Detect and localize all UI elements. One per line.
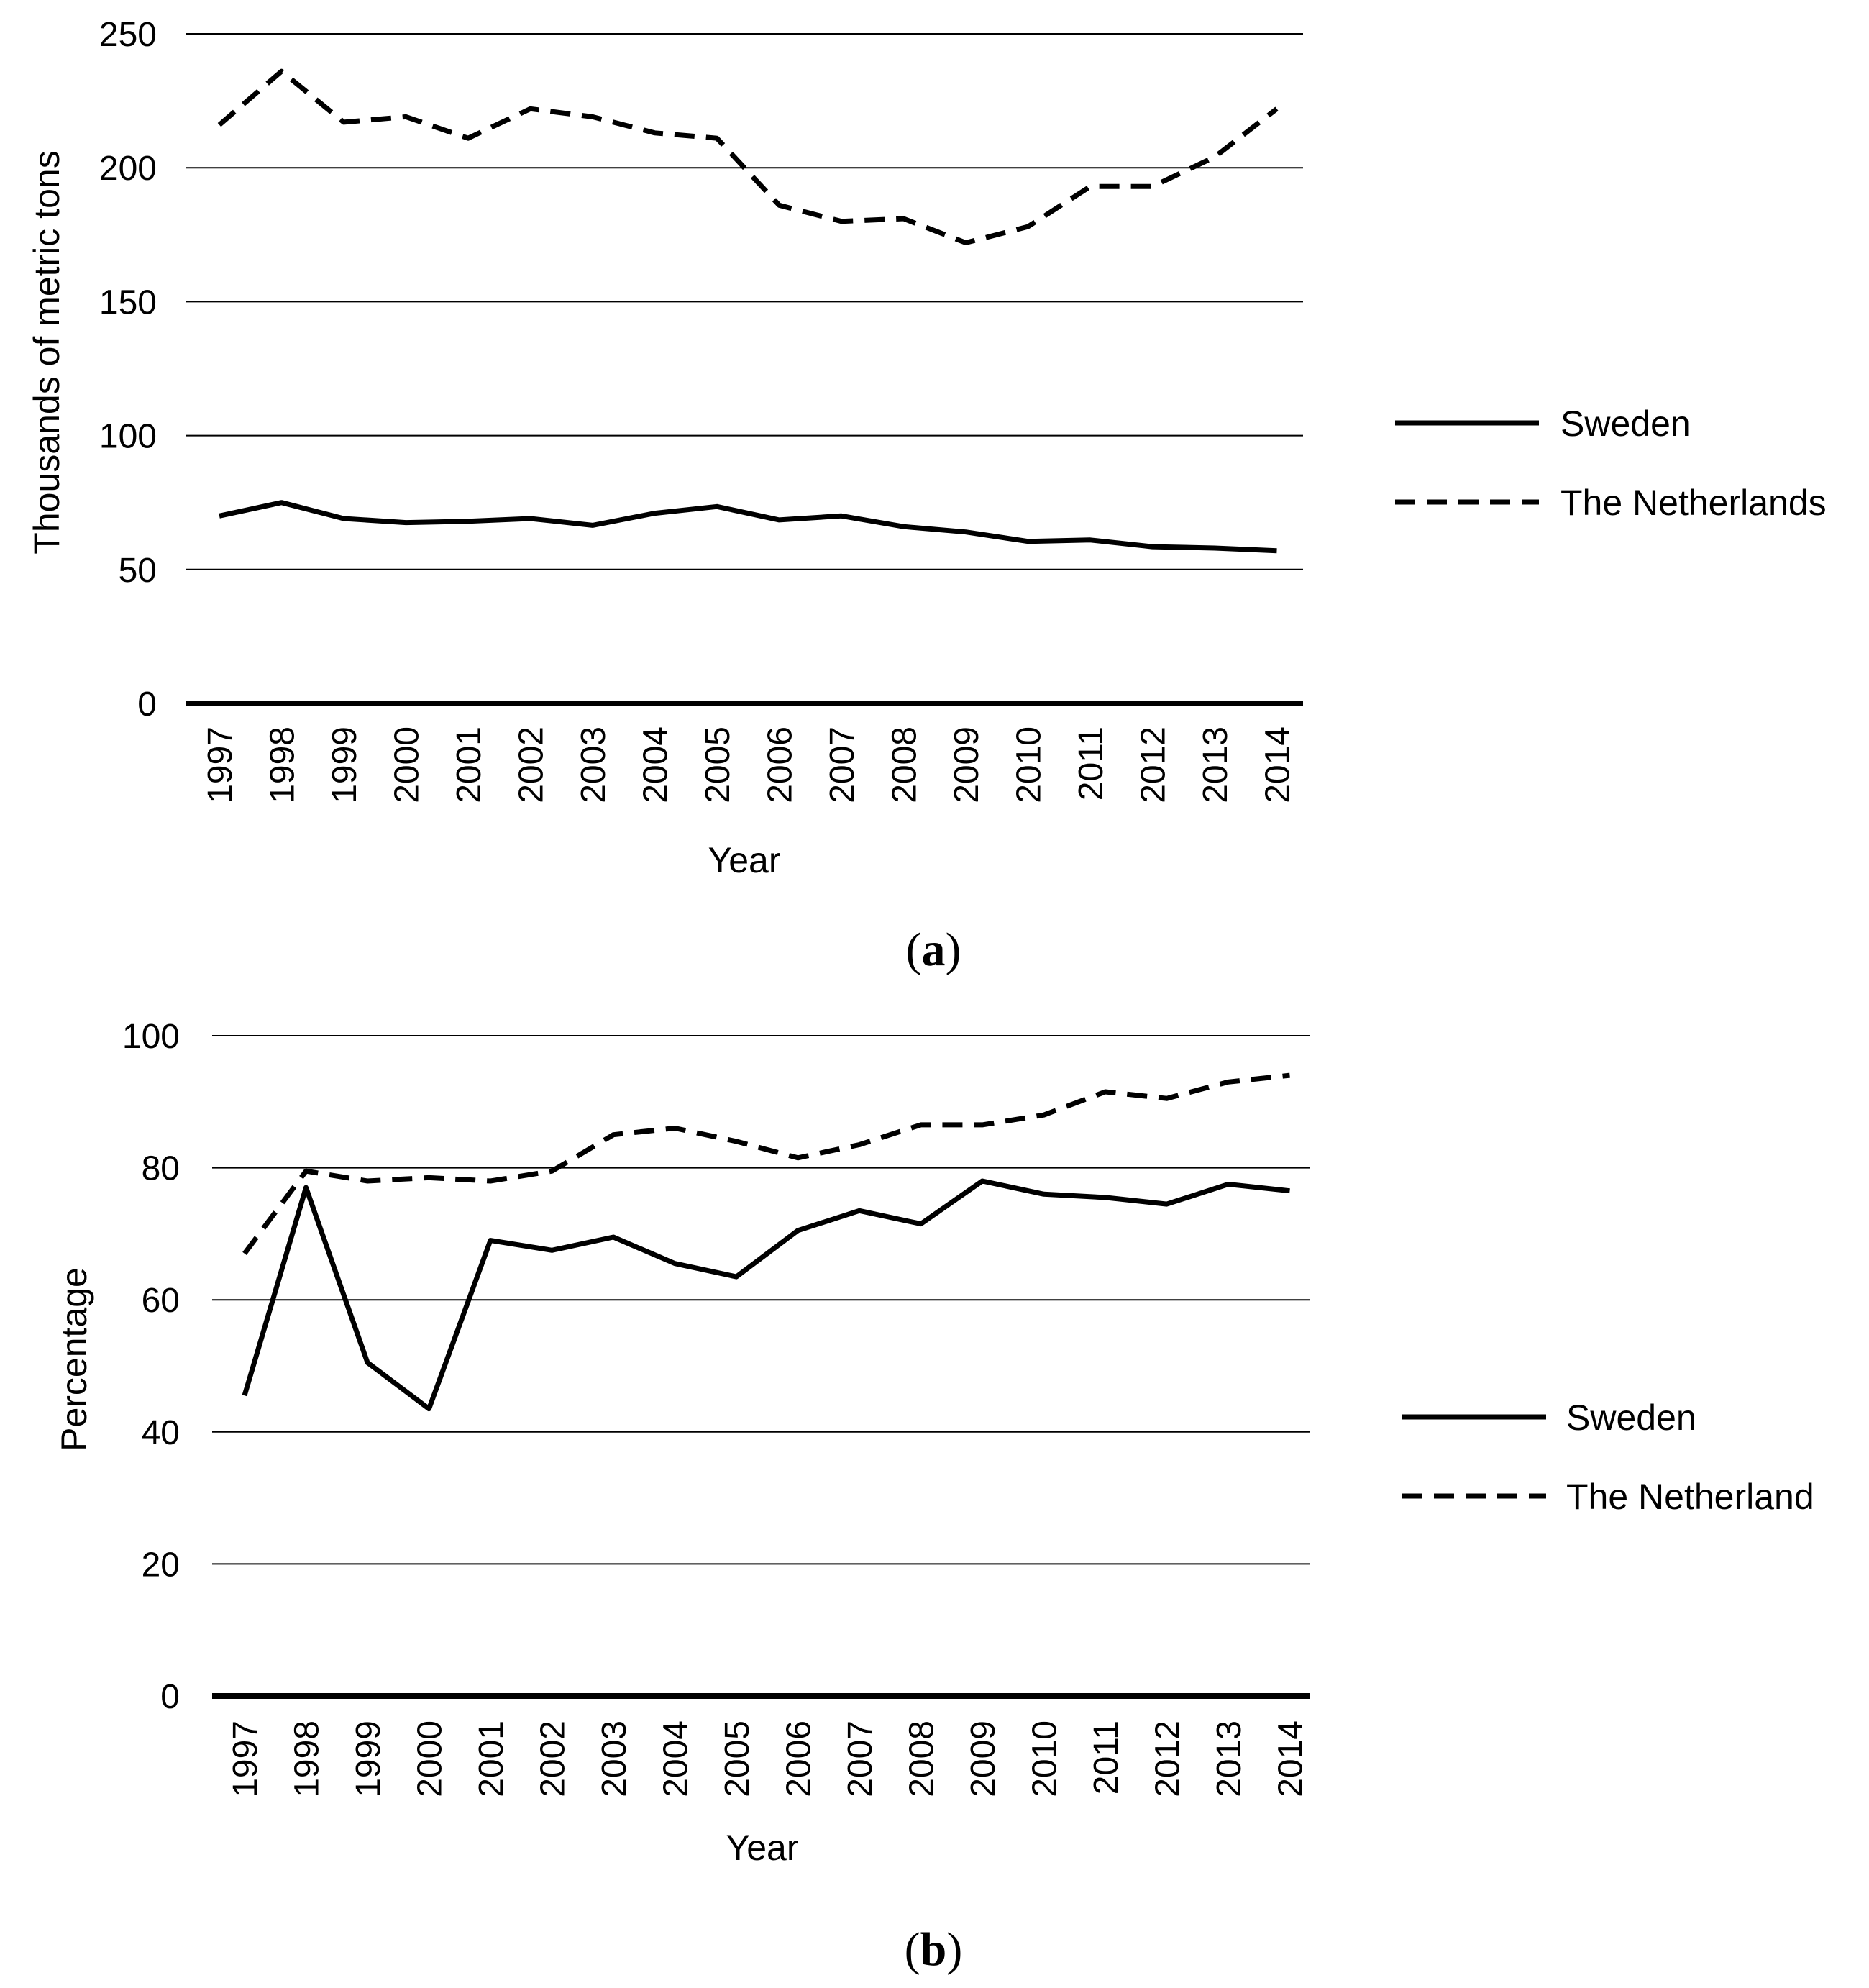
panel-a-series-line-sweden [219, 500, 1277, 554]
panel-b-legend: Sweden The Netherland [1402, 1397, 1814, 1517]
panel-a-x-tick-2012: 2012 [1135, 726, 1173, 803]
panel-a-y-tick-200: 200 [99, 150, 157, 188]
panel-b-x-tick-2009: 2009 [964, 1720, 1002, 1797]
panel-a-x-tick-2007: 2007 [823, 726, 862, 803]
panel-a-x-tick-1999: 1999 [326, 726, 364, 803]
panel-b-y-axis-title: Percentage [54, 1267, 94, 1451]
panel-a-series-line-netherlands [217, 68, 1279, 245]
panel-a-x-tick-1998: 1998 [264, 726, 302, 803]
panel-a-x-tick-2001: 2001 [450, 726, 488, 803]
panel-a-x-tick-2003: 2003 [575, 726, 613, 803]
panel-b-x-tick-2003: 2003 [595, 1720, 634, 1797]
panel-a-x-tick-2000: 2000 [388, 726, 426, 803]
panel-b-x-tick-2008: 2008 [903, 1720, 941, 1797]
panel-b-x-tick-2012: 2012 [1149, 1720, 1187, 1797]
panel-a-gridlines [186, 33, 1303, 706]
panel-b-x-tick-2001: 2001 [472, 1720, 511, 1797]
panel-a-x-tick-2004: 2004 [637, 726, 675, 803]
panel-b-x-tick-2013: 2013 [1210, 1720, 1248, 1797]
panel-a-legend: Sweden The Netherlands [1395, 403, 1827, 523]
panel-b-y-tick-60: 60 [142, 1282, 180, 1320]
panel-a-x-tick-2011: 2011 [1072, 726, 1110, 801]
panel-b-legend-label-netherland: The Netherland [1566, 1477, 1814, 1517]
panel-b-x-tick-2011: 2011 [1087, 1720, 1125, 1795]
panel-b-x-tick-2010: 2010 [1026, 1720, 1064, 1797]
panel-b-y-tick-20: 20 [142, 1546, 180, 1584]
panel-b-y-tick-100: 100 [122, 1018, 180, 1056]
panel-a-legend-label-sweden: Sweden [1560, 403, 1691, 444]
panel-b-chart: 0 20 40 60 80 100 1997 1998 1999 2000 2001 2002 200… [54, 1018, 1814, 1976]
panel-a-x-tick-2008: 2008 [886, 726, 924, 803]
panel-b-caption: (b) [905, 1923, 963, 1976]
panel-a-chart: 0 50 100 150 200 250 1997 1998 1999 2000 2001 2002… [27, 16, 1827, 976]
panel-a-y-tick-labels: 0 50 100 150 200 250 [99, 16, 157, 724]
panel-b-y-tick-80: 80 [142, 1150, 180, 1188]
panel-b-y-tick-40: 40 [142, 1414, 180, 1452]
panel-b-y-tick-labels: 0 20 40 60 80 100 [122, 1018, 180, 1716]
panel-b-x-tick-2000: 2000 [411, 1720, 449, 1797]
panel-a-x-tick-2014: 2014 [1259, 726, 1297, 803]
panel-a-legend-label-netherlands: The Netherlands [1560, 483, 1827, 523]
panel-a-x-tick-labels: 1997 1998 1999 2000 2001 2002 2003 2004 2005 2006… [201, 726, 1297, 803]
panel-a-x-tick-2006: 2006 [762, 726, 800, 803]
panel-a-x-tick-2010: 2010 [1010, 726, 1048, 803]
panel-b-x-tick-2014: 2014 [1272, 1720, 1310, 1797]
panel-a-x-tick-1997: 1997 [201, 726, 239, 803]
panel-a-y-axis-title: Thousands of metric tons [27, 150, 67, 554]
panel-a-y-tick-150: 150 [99, 283, 157, 322]
panel-b-series-lines [242, 1072, 1290, 1412]
panel-a-x-tick-2013: 2013 [1197, 726, 1235, 803]
panel-a-y-tick-250: 250 [99, 16, 157, 54]
panel-a-x-axis-title: Year [708, 840, 780, 880]
panel-b-x-tick-1998: 1998 [288, 1720, 326, 1797]
panel-b-series-line-sweden [242, 1178, 1290, 1412]
panel-a-y-tick-100: 100 [99, 418, 157, 456]
panel-a-x-tick-2002: 2002 [513, 726, 551, 803]
panel-a-y-tick-50: 50 [119, 552, 157, 590]
panel-b-x-tick-1997: 1997 [227, 1720, 265, 1797]
panel-b-x-tick-labels: 1997 1998 1999 2000 2001 2002 2003 2004 2005 2006… [227, 1720, 1310, 1797]
panel-b-y-tick-0: 0 [160, 1678, 180, 1716]
panel-b-x-tick-2004: 2004 [657, 1720, 695, 1797]
panel-b-series-line-netherlands [242, 1072, 1290, 1255]
panel-b-x-tick-1999: 1999 [349, 1720, 388, 1797]
panel-b-x-tick-2005: 2005 [718, 1720, 757, 1797]
panel-b-x-tick-2002: 2002 [534, 1720, 572, 1797]
panel-a-series-lines [217, 68, 1279, 554]
panel-b-x-axis-title: Year [726, 1828, 798, 1868]
panel-b-gridlines [212, 1035, 1310, 1699]
panel-b-legend-label-sweden: Sweden [1566, 1397, 1696, 1438]
panel-a-x-tick-2005: 2005 [699, 726, 737, 803]
panel-b-x-tick-2006: 2006 [780, 1720, 818, 1797]
panel-a-x-tick-2009: 2009 [948, 726, 986, 803]
panel-b-x-tick-2007: 2007 [841, 1720, 879, 1797]
panel-a-caption: (a) [906, 924, 961, 976]
panel-a-y-tick-0: 0 [137, 685, 157, 724]
